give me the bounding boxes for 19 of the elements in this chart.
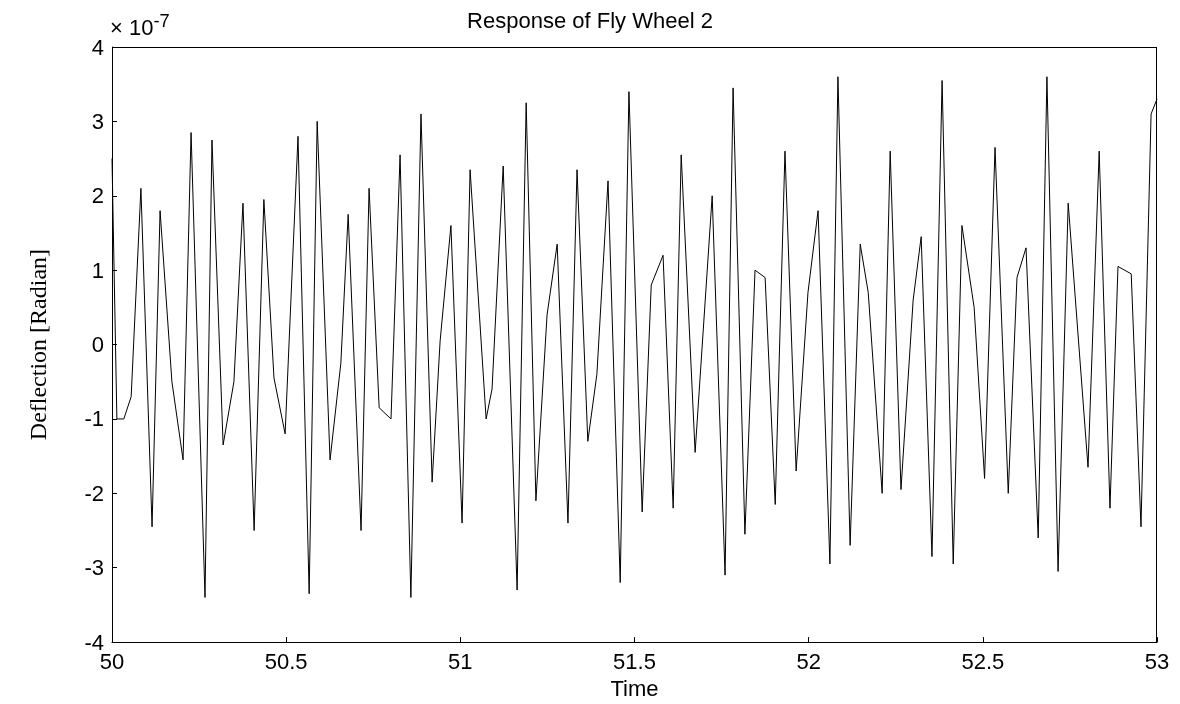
y-tick-label: -4 [84, 629, 104, 655]
x-tick-label: 53 [1144, 648, 1170, 674]
y-axis-title: Deflection [Radian] [25, 248, 51, 441]
x-axis-title: Time [610, 675, 659, 701]
x-tick-label: 52 [796, 648, 821, 674]
y-tick-label: 4 [91, 34, 104, 60]
text: × 10$^{-7}$ [110, 10, 170, 42]
chart-title: Response of Fly Wheel 2 [467, 7, 713, 33]
y-tick-label: 2 [91, 183, 104, 209]
x-tick-label: 51.5 [613, 648, 656, 674]
x-tick-label: 51 [448, 648, 473, 674]
y-tick-label: -2 [84, 480, 104, 506]
y-tick-label: 1 [91, 257, 104, 283]
y-tick-label: -3 [84, 555, 104, 581]
x-tick-label: 50.5 [264, 648, 308, 674]
y-tick-label: 3 [91, 108, 104, 134]
y-tick-label: -1 [84, 406, 104, 432]
x-tick-label: 52.5 [961, 648, 1005, 674]
y-tick-label: 0 [91, 332, 104, 358]
